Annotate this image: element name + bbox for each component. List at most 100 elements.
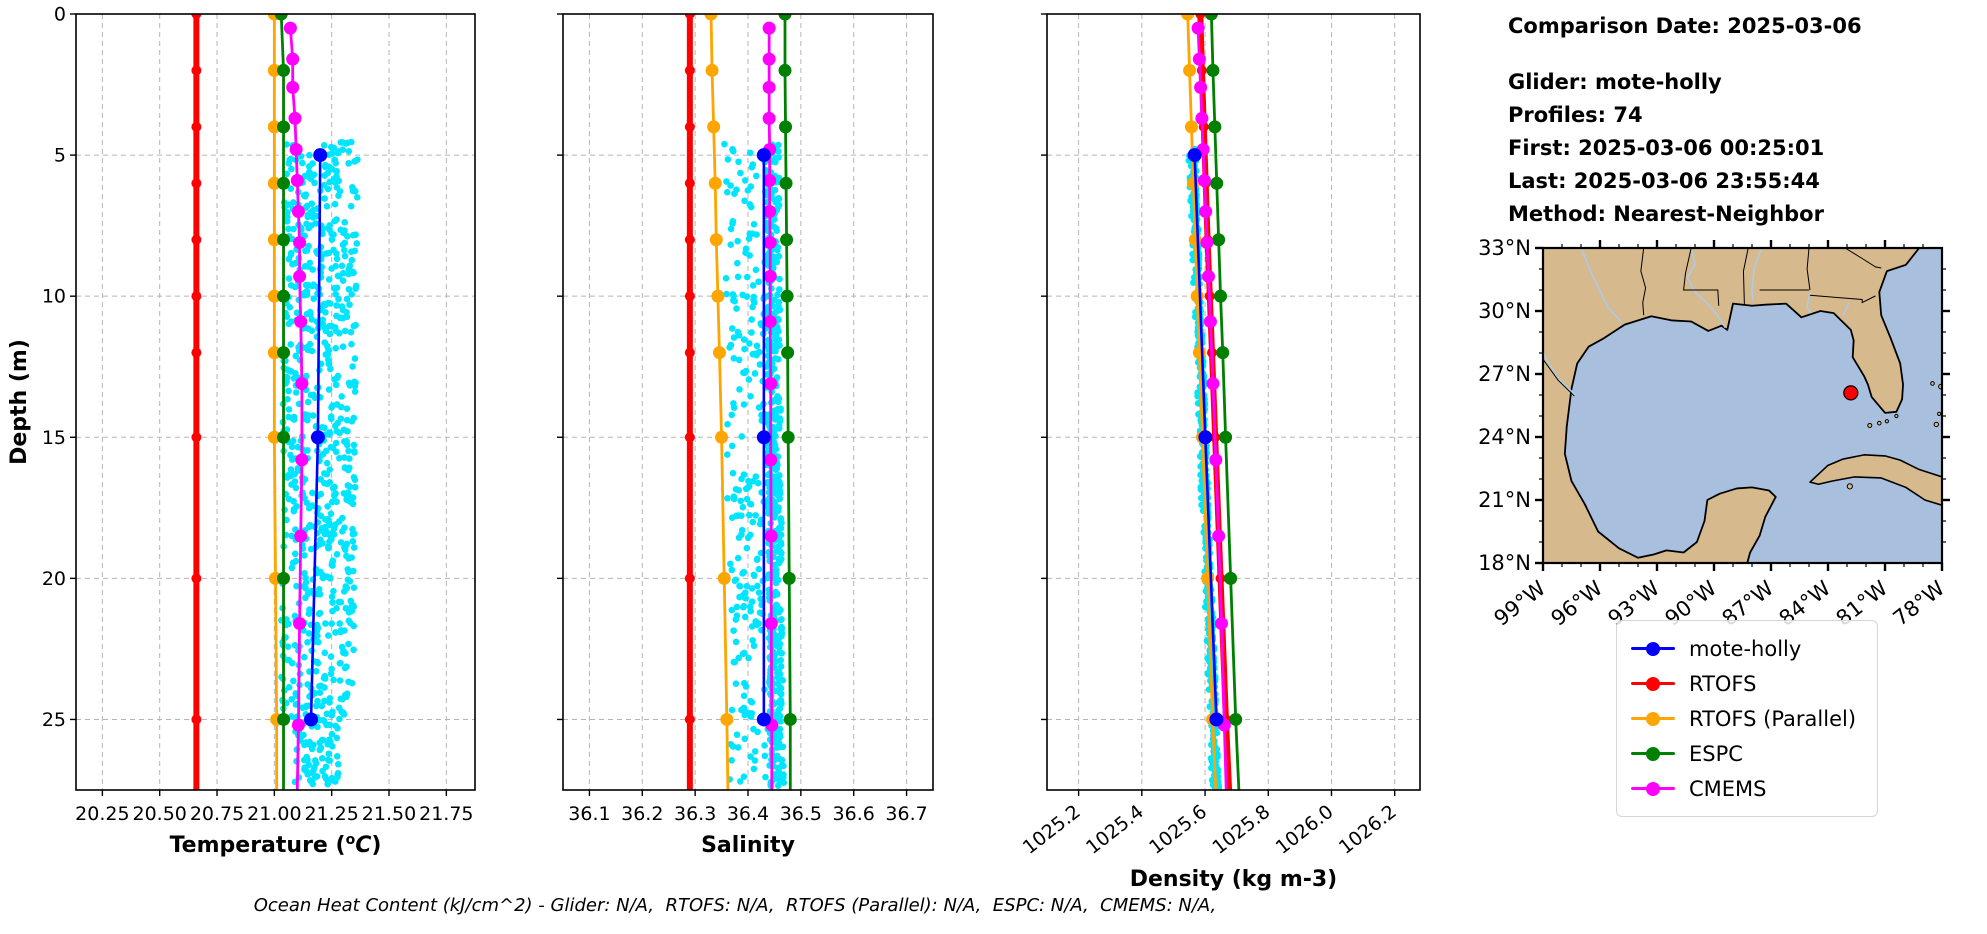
profiles-count-text: Profiles: 74	[1508, 103, 1643, 127]
glider-name-text: Glider: mote-holly	[1508, 70, 1722, 94]
legend-line-marker-icon	[1631, 676, 1675, 691]
map-river	[1806, 291, 1812, 314]
svg-text:33°N: 33°N	[1478, 236, 1531, 260]
info-panel: Comparison Date: 2025-03-06 Glider: mote…	[1508, 10, 1862, 231]
map-river	[1686, 248, 1727, 329]
svg-text:20.75: 20.75	[190, 803, 244, 825]
svg-text:1026.0: 1026.0	[1272, 801, 1338, 859]
svg-text:1026.2: 1026.2	[1335, 801, 1401, 859]
legend-label: RTOFS	[1689, 671, 1757, 696]
legend-dot-icon	[1646, 641, 1660, 656]
series-rtofs-parallel--line	[267, 14, 284, 790]
y-axis-label: Depth (m)	[7, 339, 32, 465]
glider-metadata: Glider: mote-holly Profiles: 74 First: 2…	[1508, 66, 1862, 231]
map-river	[1842, 302, 1850, 316]
svg-text:18°N: 18°N	[1478, 551, 1531, 575]
map-river	[1543, 352, 1576, 396]
glider-location-marker	[1843, 385, 1859, 401]
svg-text:36.2: 36.2	[621, 803, 663, 825]
first-profile-time-text: First: 2025-03-06 00:25:01	[1508, 136, 1825, 160]
svg-text:36.1: 36.1	[568, 803, 610, 825]
svg-text:36.4: 36.4	[727, 803, 769, 825]
svg-text:5: 5	[54, 145, 66, 167]
series-rtofs-line	[684, 14, 695, 790]
x-axis-label: Temperature (oC)	[170, 832, 382, 858]
map-state-border	[1543, 359, 1575, 397]
legend-label: ESPC	[1689, 741, 1743, 766]
map-state-border	[1806, 248, 1811, 291]
svg-text:36.6: 36.6	[833, 803, 875, 825]
axis-ticks: 36.1 36.2 36.3 36.4 36.5 36.6 36.7	[557, 13, 928, 825]
legend-label: CMEMS	[1689, 776, 1767, 801]
series-espc-line	[1204, 14, 1243, 790]
legend-item-rtofs-parallel-: RTOFS (Parallel)	[1631, 701, 1863, 736]
svg-text:78°W: 78°W	[1889, 576, 1950, 631]
map-river	[1580, 248, 1622, 323]
legend-dot-icon	[1646, 711, 1660, 726]
svg-text:27°N: 27°N	[1478, 362, 1531, 386]
svg-text:1025.8: 1025.8	[1208, 801, 1274, 859]
svg-text:36.3: 36.3	[674, 803, 716, 825]
svg-text:1025.2: 1025.2	[1019, 801, 1085, 859]
method-text: Method: Nearest-Neighbor	[1508, 202, 1824, 226]
series-cmems-line	[1191, 21, 1231, 790]
series-rtofs-parallel--line	[704, 14, 734, 790]
svg-text:24°N: 24°N	[1478, 425, 1531, 449]
map-mainland	[1543, 248, 1921, 563]
map-river	[1751, 248, 1763, 301]
svg-text:25: 25	[42, 709, 66, 731]
map-state-border	[1844, 248, 1882, 269]
svg-text:30°N: 30°N	[1478, 299, 1531, 323]
series-mote-holly-line	[1187, 148, 1224, 727]
svg-text:10: 10	[42, 286, 66, 308]
legend-line-marker-icon	[1631, 711, 1675, 726]
svg-text:20.50: 20.50	[132, 803, 186, 825]
legend-item-cmems: CMEMS	[1631, 771, 1863, 806]
map-cuba	[1809, 454, 1942, 507]
series-cmems-line	[283, 21, 309, 790]
legend-item-mote-holly: mote-holly	[1631, 631, 1863, 666]
svg-text:96°W: 96°W	[1547, 576, 1608, 631]
legend-dot-icon	[1646, 781, 1660, 796]
last-profile-time-text: Last: 2025-03-06 23:55:44	[1508, 169, 1820, 193]
svg-text:15: 15	[42, 427, 66, 449]
series-cmems-line	[762, 21, 779, 790]
svg-text:0: 0	[54, 4, 66, 26]
x-axis-label: Salinity	[701, 833, 795, 858]
legend-label: RTOFS (Parallel)	[1689, 706, 1857, 731]
svg-text:21.75: 21.75	[419, 803, 473, 825]
legend-dot-icon	[1646, 746, 1660, 761]
series-espc-line	[778, 14, 797, 790]
map-state-border	[1742, 248, 1749, 305]
series-rtofs-line	[191, 14, 202, 790]
legend-item-rtofs: RTOFS	[1631, 666, 1863, 701]
series-mote-holly-line	[756, 148, 771, 727]
series-espc-line	[274, 14, 291, 790]
gulf-of-mexico-locator-map: 33°N30°N27°N24°N21°N18°N99°W96°W93°W90°W…	[1478, 236, 1950, 631]
legend-item-espc: ESPC	[1631, 736, 1863, 771]
comparison-date-text: Comparison Date: 2025-03-06	[1508, 14, 1862, 38]
series-mote-holly-line	[304, 148, 328, 727]
svg-text:20: 20	[42, 568, 66, 590]
x-axis-label: Density (kg m-3)	[1130, 867, 1338, 892]
temperature-profile-chart: 20.25 20.50 20.75 21.00 21.25 21.50 21.75 0 5 10 1…	[7, 4, 476, 858]
map-state-border	[1683, 248, 1720, 306]
axis-ticks: 20.25 20.50 20.75 21.00 21.25 21.50 21.75 0 5 10 1…	[42, 4, 474, 826]
legend-line-marker-icon	[1631, 641, 1675, 656]
legend-label: mote-holly	[1689, 636, 1802, 661]
svg-text:21.50: 21.50	[362, 803, 416, 825]
legend-line-marker-icon	[1631, 746, 1675, 761]
map-state-border	[1809, 294, 1876, 304]
svg-text:21.00: 21.00	[247, 803, 301, 825]
salinity-profile-chart: 36.1 36.2 36.3 36.4 36.5 36.6 36.7 Salinity	[557, 13, 934, 858]
svg-text:21°N: 21°N	[1478, 488, 1531, 512]
svg-text:21.25: 21.25	[304, 803, 358, 825]
svg-text:99°W: 99°W	[1490, 576, 1551, 631]
legend: mote-holly RTOFS RTOFS (Parallel) ESPC CMEMS	[1616, 620, 1878, 817]
svg-text:1025.6: 1025.6	[1145, 801, 1211, 859]
svg-text:36.5: 36.5	[780, 803, 822, 825]
legend-dot-icon	[1646, 676, 1660, 691]
map-state-border	[1640, 248, 1647, 316]
